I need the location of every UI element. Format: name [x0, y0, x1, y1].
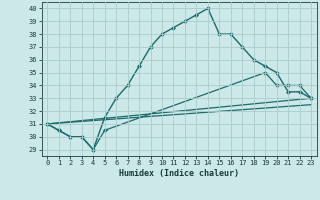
X-axis label: Humidex (Indice chaleur): Humidex (Indice chaleur)	[119, 169, 239, 178]
